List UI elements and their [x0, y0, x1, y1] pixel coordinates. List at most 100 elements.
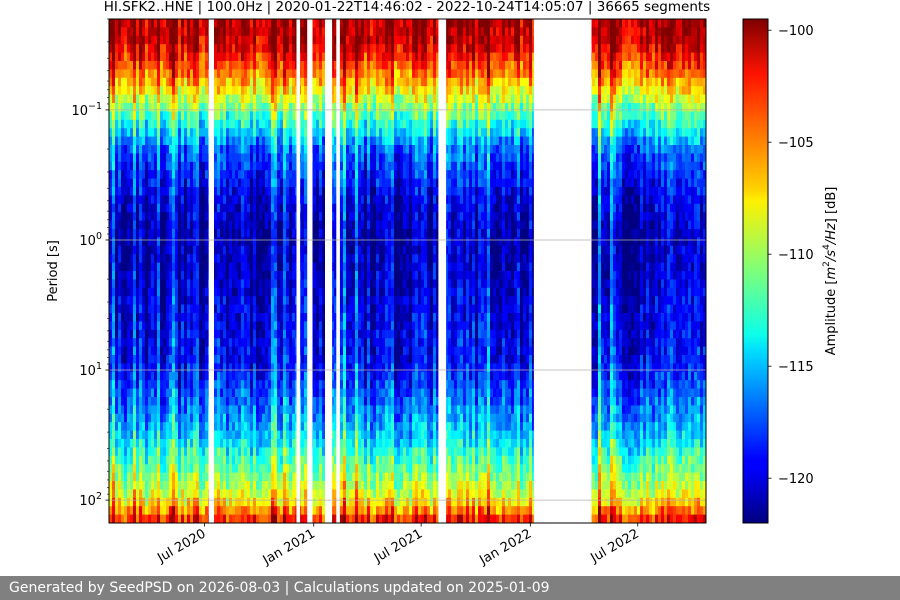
heatmap-cell	[124, 279, 128, 289]
heatmap-cell	[274, 430, 278, 440]
heatmap-cell	[265, 380, 269, 389]
heatmap-cell	[220, 464, 224, 473]
heatmap-cell	[256, 161, 260, 171]
heatmap-cell	[178, 69, 182, 79]
heatmap-cell	[352, 161, 356, 171]
heatmap-cell	[175, 497, 179, 507]
heatmap-cell	[157, 212, 161, 221]
heatmap-cell	[226, 229, 230, 238]
heatmap-cell	[238, 170, 242, 179]
heatmap-cell	[349, 178, 353, 188]
heatmap-cell	[301, 119, 305, 129]
heatmap-cell	[304, 481, 308, 490]
heatmap-cell	[241, 35, 245, 45]
heatmap-cell	[142, 44, 146, 53]
heatmap-cell	[268, 506, 272, 515]
heatmap-cell	[313, 103, 317, 112]
heatmap-cell	[346, 338, 350, 347]
heatmap-cell	[241, 119, 245, 129]
heatmap-cell	[217, 296, 221, 305]
heatmap-cell	[346, 35, 350, 45]
heatmap-cell	[319, 178, 323, 188]
heatmap-cell	[334, 35, 338, 45]
heatmap-cell	[262, 94, 266, 104]
heatmap-cell	[313, 61, 317, 70]
heatmap-cell	[172, 472, 176, 482]
heatmap-cell	[352, 195, 356, 205]
heatmap-cell	[127, 35, 131, 45]
heatmap-cell	[289, 329, 293, 339]
heatmap-cell	[352, 472, 356, 482]
heatmap-cell	[343, 61, 347, 70]
heatmap-cell	[316, 245, 320, 255]
heatmap-cell	[196, 178, 200, 188]
heatmap-cell	[262, 77, 266, 87]
heatmap-cell	[289, 481, 293, 490]
heatmap-cell	[238, 514, 242, 523]
heatmap-cell	[256, 94, 260, 104]
heatmap-cell	[145, 52, 149, 62]
heatmap-cell	[247, 447, 251, 457]
heatmap-cell	[319, 447, 323, 457]
heatmap-cell	[232, 19, 236, 28]
heatmap-cell	[232, 455, 236, 465]
heatmap-cell	[244, 195, 248, 205]
heatmap-cell	[196, 203, 200, 213]
heatmap-cell	[253, 103, 257, 112]
heatmap-cell	[253, 44, 257, 53]
heatmap-cell	[187, 271, 191, 280]
heatmap-cell	[286, 212, 290, 221]
heatmap-cell	[166, 187, 170, 196]
heatmap-cell	[130, 145, 134, 154]
heatmap-cell	[319, 346, 323, 356]
heatmap-cell	[136, 397, 140, 406]
heatmap-cell	[193, 153, 197, 163]
heatmap-cell	[127, 481, 131, 490]
heatmap-cell	[283, 464, 287, 473]
heatmap-cell	[247, 86, 251, 95]
heatmap-cell	[196, 52, 200, 62]
heatmap-cell	[142, 346, 146, 356]
heatmap-cell	[313, 203, 317, 213]
heatmap-cell	[319, 170, 323, 179]
heatmap-cell	[238, 19, 242, 28]
heatmap-cell	[190, 77, 194, 87]
heatmap-cell	[166, 338, 170, 347]
heatmap-cell	[142, 455, 146, 465]
heatmap-cell	[238, 346, 242, 356]
heatmap-cell	[175, 279, 179, 289]
heatmap-cell	[349, 329, 353, 339]
heatmap-cell	[226, 371, 230, 381]
heatmap-cell	[145, 363, 149, 373]
heatmap-cell	[124, 304, 128, 314]
heatmap-cell	[253, 220, 257, 230]
heatmap-cell	[259, 413, 263, 423]
heatmap-cell	[256, 128, 260, 137]
heatmap-cell	[121, 413, 125, 423]
heatmap-cell	[205, 413, 209, 423]
heatmap-cell	[205, 346, 209, 356]
heatmap-cell	[151, 161, 155, 171]
heatmap-cell	[124, 371, 128, 381]
heatmap-cell	[313, 313, 317, 322]
heatmap-cell	[247, 497, 251, 507]
heatmap-cell	[292, 77, 296, 87]
heatmap-cell	[238, 254, 242, 263]
heatmap-cell	[250, 329, 254, 339]
heatmap-cell	[250, 86, 254, 95]
heatmap-cell	[169, 52, 173, 62]
heatmap-cell	[190, 271, 194, 280]
heatmap-cell	[277, 371, 281, 381]
heatmap-cell	[145, 111, 149, 121]
heatmap-cell	[139, 153, 143, 163]
heatmap-cell	[205, 52, 209, 62]
heatmap-cell	[172, 304, 176, 314]
heatmap-cell	[334, 506, 338, 515]
heatmap-cell	[193, 44, 197, 53]
heatmap-cell	[238, 61, 242, 70]
heatmap-cell	[292, 254, 296, 263]
heatmap-cell	[112, 329, 116, 339]
heatmap-cell	[271, 514, 275, 523]
heatmap-cell	[334, 422, 338, 431]
heatmap-cell	[247, 413, 251, 423]
